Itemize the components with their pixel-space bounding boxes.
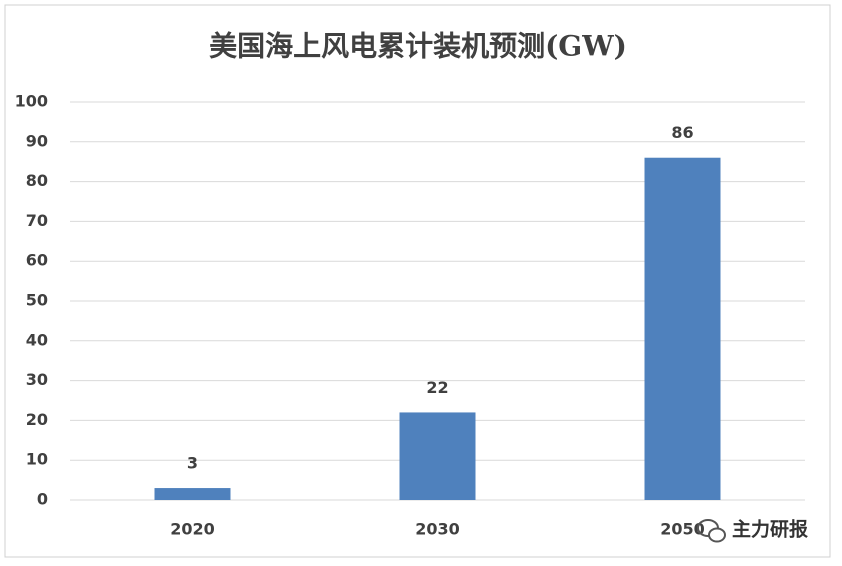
y-tick-label: 50: [26, 291, 48, 310]
data-label: 22: [426, 378, 448, 397]
bar: [154, 488, 231, 500]
watermark-icon: [697, 519, 726, 543]
x-tick-label: 2030: [415, 520, 460, 539]
data-label: 3: [187, 454, 198, 473]
y-tick-label: 20: [26, 410, 48, 429]
y-tick-label: 70: [26, 211, 48, 230]
data-label: 86: [671, 123, 693, 142]
bar: [644, 157, 721, 500]
y-tick-label: 40: [26, 330, 48, 349]
y-tick-label: 10: [26, 450, 48, 469]
watermark: 主力研报: [732, 518, 808, 541]
y-tick-label: 60: [26, 251, 48, 270]
bar: [399, 412, 476, 500]
y-tick-label: 100: [15, 92, 48, 111]
y-tick-label: 80: [26, 171, 48, 190]
y-tick-label: 0: [37, 490, 48, 509]
chart-title: 美国海上风电累计装机预测(GW): [209, 30, 627, 63]
x-tick-label: 2050: [660, 520, 705, 539]
y-tick-label: 90: [26, 131, 48, 150]
x-tick-label: 2020: [170, 520, 215, 539]
y-tick-label: 30: [26, 370, 48, 389]
